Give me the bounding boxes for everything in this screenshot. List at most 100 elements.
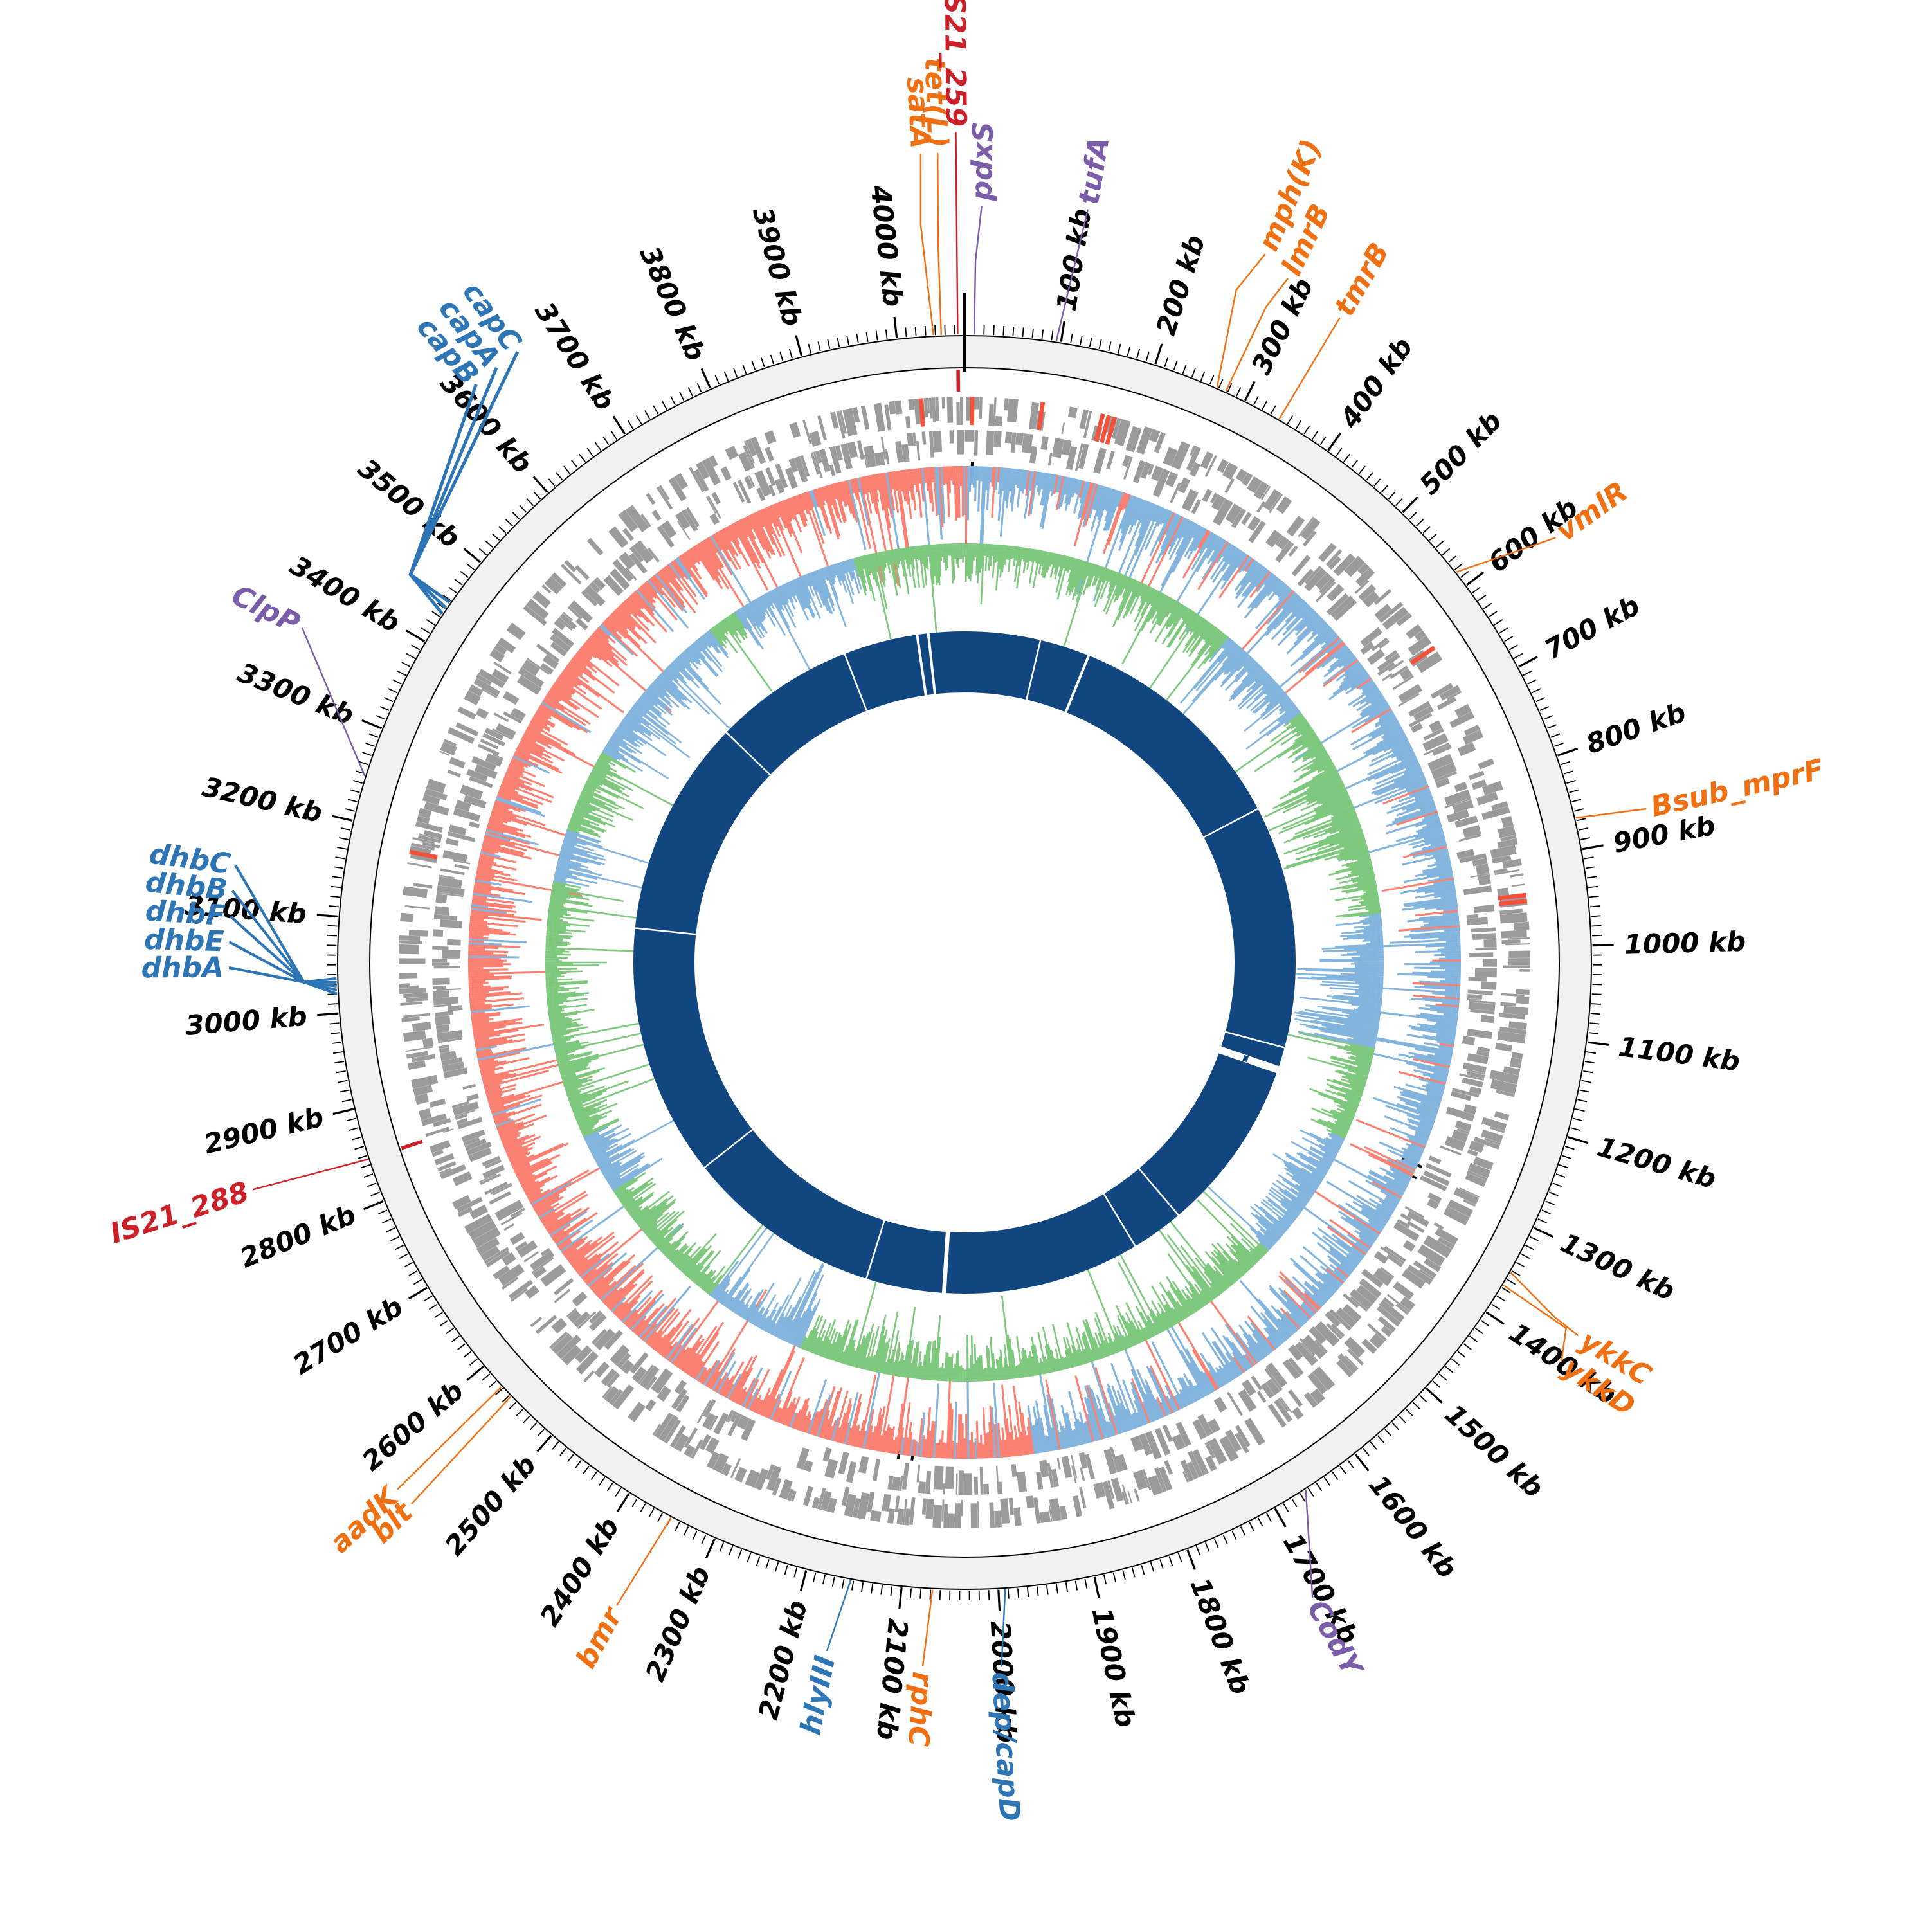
minor-tick (430, 1304, 438, 1309)
minor-tick (702, 1535, 705, 1544)
cds-block (527, 682, 532, 688)
cds-block (1398, 1303, 1399, 1304)
gc-content-bar (608, 741, 668, 779)
cds-block (500, 1187, 501, 1189)
cds-block (489, 1250, 492, 1256)
cds-block (869, 1502, 873, 1503)
major-tick (362, 720, 382, 728)
cds-block (617, 577, 622, 581)
cds-block (1471, 827, 1473, 836)
minor-tick (1429, 534, 1436, 540)
minor-tick (658, 1513, 662, 1522)
minor-tick (1445, 1366, 1453, 1373)
gc-skew-bar (986, 1433, 988, 1458)
cds-block (550, 1272, 556, 1279)
cds-block (1384, 1329, 1388, 1333)
minor-tick (1118, 344, 1121, 354)
cds-block (469, 1121, 471, 1126)
cds-block (490, 676, 493, 681)
cds-block (1485, 761, 1487, 767)
gc-skew-bar (469, 986, 491, 988)
cds-block (516, 711, 520, 718)
cds-block (559, 641, 563, 646)
cds-block (1420, 719, 1421, 721)
cds-block (547, 652, 548, 655)
cds-block (1431, 1263, 1434, 1267)
cds-block (820, 1498, 823, 1499)
cds-block (525, 1246, 530, 1252)
cds-block (418, 930, 419, 936)
cds-block (770, 490, 773, 491)
major-tick (1557, 748, 1577, 755)
cds-block (496, 1187, 497, 1189)
minor-tick (579, 454, 585, 462)
minor-tick (645, 411, 650, 419)
cds-block (424, 1110, 426, 1119)
gc-skew-bar (470, 919, 484, 920)
cds-block (745, 1429, 751, 1431)
minor-tick (1109, 341, 1110, 351)
cds-block (486, 1243, 490, 1249)
cds-block (1031, 415, 1038, 416)
cds-block (1373, 1337, 1380, 1344)
cds-block (1402, 682, 1404, 683)
minor-tick (548, 479, 555, 486)
cds-block (1049, 459, 1051, 460)
cds-block (437, 1151, 439, 1155)
cds-block (1137, 471, 1142, 473)
cds-block (1405, 1216, 1407, 1218)
cds-block (637, 1372, 642, 1377)
gc-content-bar (546, 938, 563, 939)
cds-block (1014, 1516, 1020, 1517)
cds-block (1435, 1242, 1440, 1250)
cds-block (563, 1285, 565, 1288)
minor-tick (451, 1336, 459, 1342)
cds-block (557, 647, 560, 651)
cds-block (844, 1496, 848, 1497)
minor-tick (386, 1228, 395, 1232)
gc-content-bar (967, 1335, 968, 1382)
cds-block (581, 622, 584, 626)
cds-block (1008, 410, 1017, 411)
cds-block (560, 1341, 565, 1346)
minor-tick (833, 1577, 835, 1587)
major-tick (1426, 1388, 1442, 1402)
minor-tick (1483, 603, 1491, 608)
cds-block (1486, 795, 1489, 802)
cds-block (1114, 1489, 1121, 1491)
minor-tick (886, 330, 887, 339)
minor-tick (1223, 1535, 1227, 1544)
cds-block (1471, 734, 1474, 741)
cds-block (572, 1314, 577, 1319)
minor-tick (1514, 654, 1523, 658)
cds-block (1429, 1251, 1434, 1259)
cds-block (1401, 1308, 1402, 1310)
gc-content-bar (991, 1367, 992, 1380)
cds-block (1198, 1461, 1204, 1463)
cds-block (581, 571, 583, 573)
cds-block (1292, 1350, 1298, 1355)
cds-block (1082, 419, 1087, 420)
gc-skew-bar (943, 1442, 944, 1458)
cds-block (611, 1338, 615, 1342)
minor-tick (1525, 1245, 1534, 1250)
cds-block (831, 470, 834, 471)
cds-block (1517, 1022, 1518, 1029)
cds-block (1424, 1267, 1426, 1271)
gc-skew-bar (469, 941, 484, 942)
gc-content-bar (940, 1367, 941, 1381)
cds-block (1063, 447, 1070, 448)
gc-content-bar (986, 1368, 987, 1381)
cds-block (1454, 1212, 1458, 1220)
minor-tick (1374, 479, 1381, 486)
cds-block (1418, 707, 1421, 711)
minor-tick (1582, 1081, 1591, 1083)
cds-block (443, 1157, 445, 1162)
cds-block (460, 1199, 463, 1205)
minor-tick (426, 620, 435, 625)
gene-leader-line (955, 132, 957, 334)
cds-block (445, 1170, 446, 1171)
tick-label: 3300 kb (233, 656, 358, 731)
minor-tick (794, 1568, 797, 1577)
